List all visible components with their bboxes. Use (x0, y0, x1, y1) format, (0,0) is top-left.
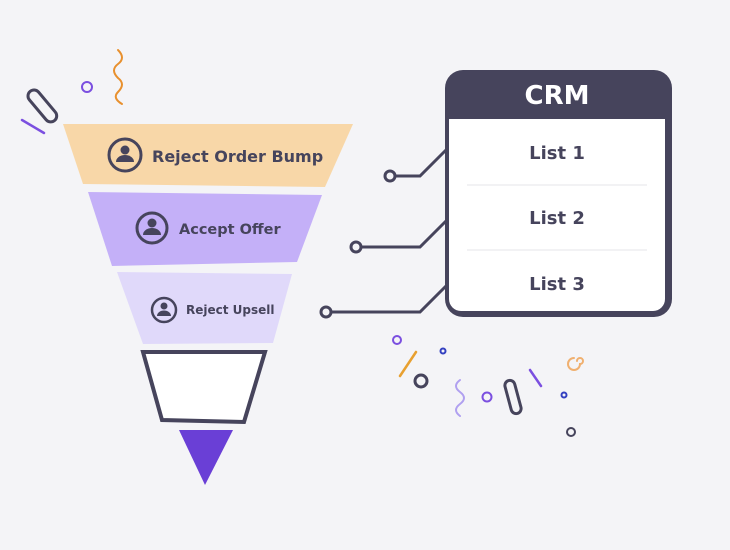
connector-lines (319, 146, 450, 319)
stage-label-1: Reject Order Bump (152, 147, 323, 166)
user-icon (135, 211, 169, 245)
crm-list-1: List 1 (529, 143, 585, 164)
crm-title: CRM (525, 81, 590, 111)
stage-label-2: Accept Offer (179, 222, 282, 238)
stage-label-3: Reject Upsell (186, 303, 275, 317)
funnel-tip (179, 430, 233, 485)
user-icon (107, 137, 143, 173)
user-icon (150, 296, 178, 324)
funnel-stage-1 (63, 124, 353, 187)
funnel-stage-empty (140, 350, 268, 425)
crm-list-3: List 3 (529, 274, 585, 295)
funnel-stage-2 (88, 192, 322, 266)
crm-list-2: List 2 (529, 208, 585, 229)
funnel-stage-3 (117, 272, 292, 344)
crm-card: CRM List 1 List 2 List 3 (445, 70, 672, 317)
confetti-decorations (20, 49, 584, 437)
